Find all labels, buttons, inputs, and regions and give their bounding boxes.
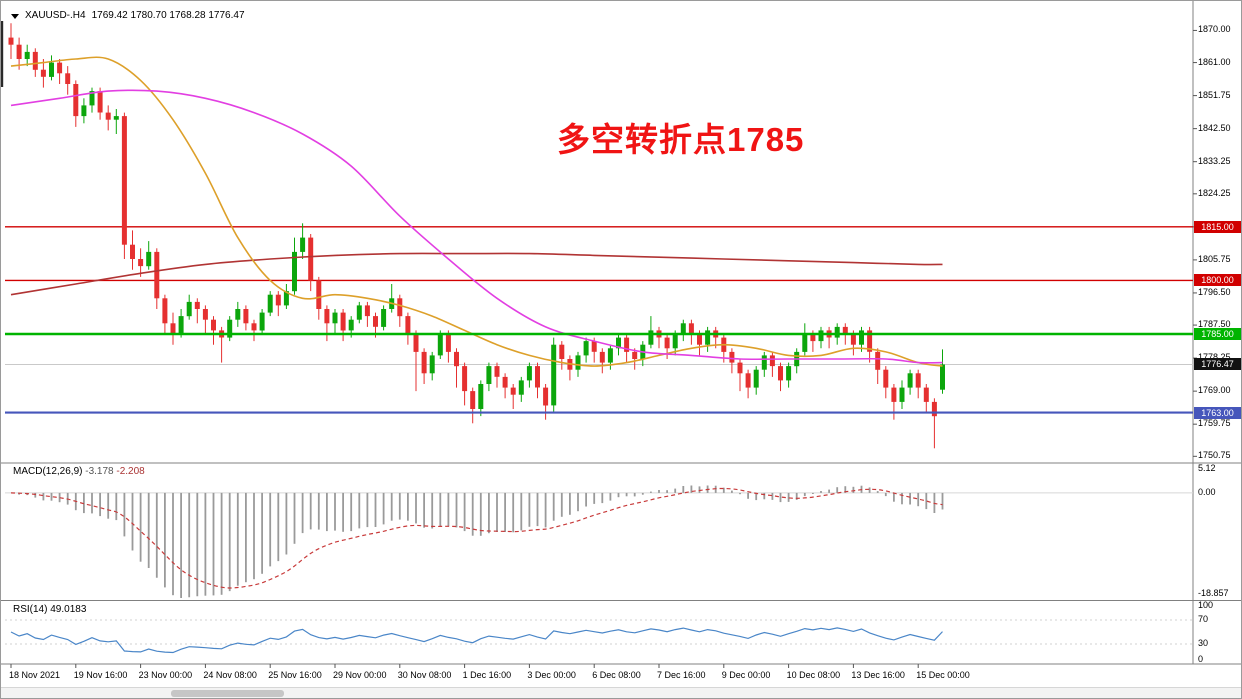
- candles: [8, 23, 945, 449]
- rsi-value: 49.0183: [50, 604, 87, 615]
- level-lines-front[interactable]: [5, 332, 1193, 414]
- scrollbar-thumb[interactable]: [171, 690, 284, 697]
- horizontal-scrollbar[interactable]: [1, 687, 1241, 698]
- chart-title: XAUUSD-.H4 1769.42 1780.70 1768.28 1776.…: [11, 10, 245, 21]
- rsi-name: RSI(14): [13, 604, 48, 615]
- ohlc-readout: 1769.42 1780.70 1768.28 1776.47: [91, 10, 245, 21]
- macd-name: MACD(12,26,9): [13, 466, 83, 477]
- symbol-dropdown-icon[interactable]: [11, 13, 19, 19]
- macd-signal-line: [10, 487, 943, 589]
- ma-fast-orange: [10, 56, 943, 367]
- ma-slow-darkred: [10, 252, 943, 296]
- clipped-candle-artifact: [1, 21, 4, 87]
- macd-indicator-label: MACD(12,26,9) -3.178 -2.208: [11, 466, 147, 477]
- macd-value: -3.178: [85, 466, 114, 477]
- macd-histogram: [18, 485, 944, 598]
- rsi-line: [10, 627, 943, 654]
- annotation-text: 多空转折点1785: [557, 121, 805, 158]
- symbol-timeframe-label: XAUUSD-.H4: [25, 10, 86, 21]
- level-lines-back[interactable]: [5, 226, 1193, 282]
- macd-signal-value: -2.208: [116, 466, 145, 477]
- ma-mid-magenta: [10, 89, 943, 364]
- rsi-indicator-label: RSI(14) 49.0183: [11, 604, 89, 615]
